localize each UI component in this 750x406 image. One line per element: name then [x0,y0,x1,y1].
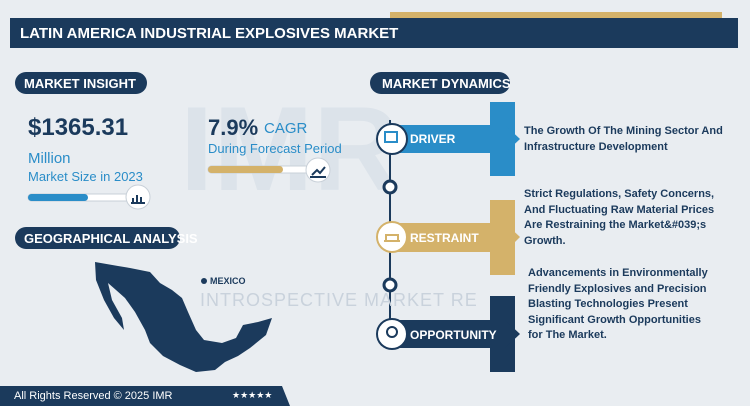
footer-space [290,386,750,406]
icon-glyph [131,195,145,204]
opportunity-label: OPPORTUNITY [410,328,497,342]
timeline-node [382,277,398,293]
restraint-text: Strict Regulations, Safety Concerns, And… [524,188,715,247]
footer-bar [0,386,290,406]
accent-stripe [390,12,722,18]
pill [15,227,180,249]
restraint-band [390,223,520,252]
footer-rating: ★★★★★ [232,390,273,400]
driver-text: The Growth Of The Mining Sector And Infr… [524,125,723,153]
watermark: INTROSPECTIVE MARKET RE [200,290,478,310]
timeline-node [382,179,398,195]
market-size-caption: Market Size in 2023 [28,169,143,184]
section-heading: GEOGRAPHICAL ANALYSIS [24,231,198,246]
market-size-value: $1365.31 [28,114,129,141]
driver-label: DRIVER [410,132,456,146]
cagr-label: CAGR [264,120,308,137]
driver-band [390,125,520,153]
map-marker [201,278,207,284]
cagr-caption: During Forecast Period [208,141,342,156]
opportunity-band [390,320,520,348]
opportunity-text: Advancements in Environmentally Friendly… [528,267,708,341]
map-mexico [95,262,272,372]
section-heading: MARKET INSIGHT [24,76,136,91]
icon-glyph [384,131,398,143]
section-heading: MARKET DYNAMICS [382,76,511,91]
progress-fill [28,194,88,201]
title: LATIN AMERICA INDUSTRIAL EXPLOSIVES MARK… [20,25,399,42]
title-bar [10,18,738,48]
progress-fill [208,166,283,173]
restraint-icon [376,221,408,253]
opportunity-icon [376,318,408,350]
map-label: MEXICO [210,276,246,286]
icon-glyph [310,166,326,178]
market-size-unit: Million [28,150,71,167]
pill [370,72,510,94]
icon-glyph [384,234,400,242]
cagr-value: 7.9% [208,115,259,140]
icon-glyph [386,326,398,338]
footer-text: All Rights Reserved © 2025 IMR [14,390,173,402]
restraint-label: RESTRAINT [410,231,479,245]
pill [15,72,147,94]
driver-icon [376,123,408,155]
watermark-logo: IMR [180,82,400,216]
